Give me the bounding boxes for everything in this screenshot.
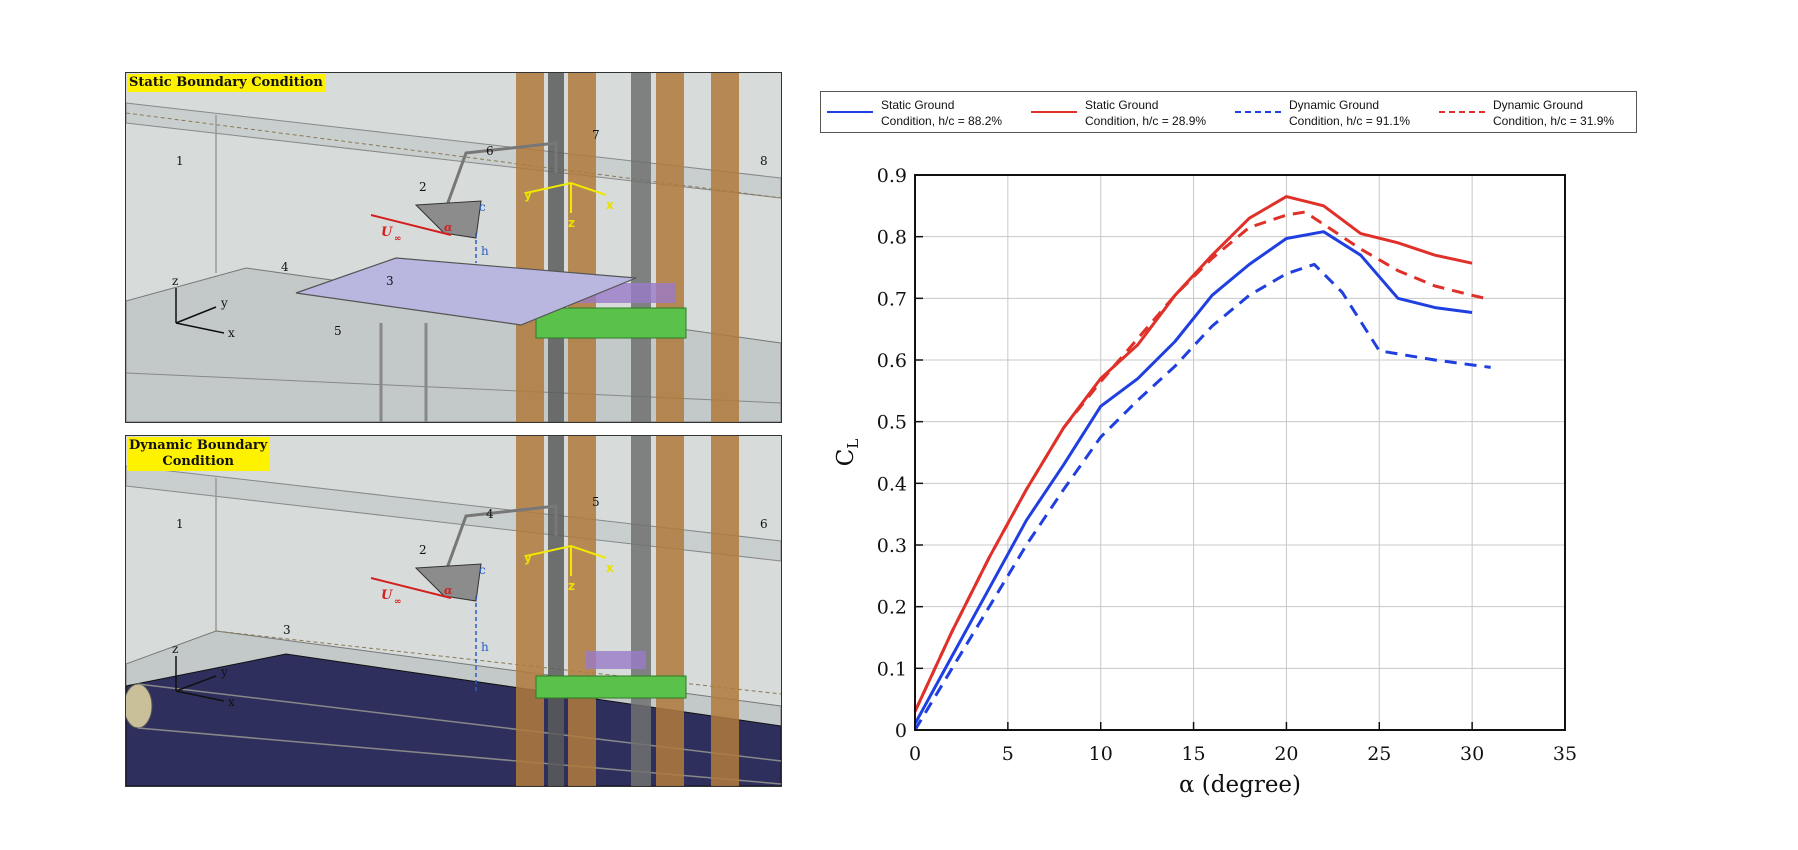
lift-coefficient-chart: 0 5 10 15 20 25 30 35 0 0.1 0.2 0.3 0.4 0.5 0.6 0.7 0.8 0…	[833, 165, 1577, 798]
dynamic-boundary-panel: Dynamic Boundary Condition	[125, 435, 782, 787]
legend-label: Static Ground Condition, h/c = 88.2%	[881, 98, 1003, 128]
axes-triad	[175, 288, 225, 334]
alpha-label: α	[444, 221, 453, 234]
model-z-label: z	[568, 216, 575, 230]
callout-4: 4	[281, 260, 289, 274]
model-y-label: y	[524, 188, 532, 202]
freestream-u-label: U	[381, 588, 393, 603]
x-axis-label: x	[228, 695, 235, 709]
moving-belt	[126, 653, 781, 786]
callout-8: 8	[760, 154, 768, 168]
callout-4: 4	[486, 507, 494, 521]
series-line-3	[913, 262, 1491, 731]
ground-plate	[295, 257, 637, 326]
freestream-u-subscript: ∞	[394, 234, 402, 244]
z-axis-label: z	[172, 274, 178, 288]
y-tick-label: 0	[895, 720, 907, 742]
x-tick-label: 20	[1274, 743, 1298, 765]
y-axis-label: y	[220, 665, 228, 679]
legend-swatch	[1031, 111, 1077, 113]
x-axis-title: α (degree)	[1179, 772, 1301, 798]
y-tick-label: 0.2	[877, 597, 907, 619]
callout-3: 3	[283, 623, 291, 637]
y-axis-label: y	[220, 296, 228, 310]
legend-swatch	[1439, 111, 1485, 113]
dynamic-schematic: z y x 1 2 3 4 5 6 U ∞ α c h y x z	[126, 436, 781, 786]
series-line-4	[913, 210, 1492, 713]
model-z-label: z	[568, 579, 575, 593]
chord-label: c	[479, 200, 486, 214]
x-tick-label: 0	[909, 743, 921, 765]
legend-label: Dynamic Ground Condition, h/c = 91.1%	[1289, 98, 1411, 128]
x-tick-label: 10	[1089, 743, 1113, 765]
static-schematic: z y x 1 2 3 4 5 6 7 8 U ∞ α c h y x z	[126, 73, 781, 422]
x-tick-label: 5	[1002, 743, 1014, 765]
callout-1: 1	[176, 517, 184, 531]
axes-triad	[175, 656, 225, 702]
callout-7: 7	[592, 128, 600, 142]
callout-6: 6	[486, 144, 494, 158]
legend-swatch	[1235, 111, 1281, 113]
model-x-label: x	[606, 198, 614, 212]
y-tick-label: 0.3	[877, 535, 907, 557]
x-tick-label: 15	[1181, 743, 1205, 765]
y-tick-label: 0.6	[877, 350, 907, 372]
x-tick-label: 35	[1553, 743, 1577, 765]
chord-label: c	[479, 563, 486, 577]
x-tick-label: 25	[1367, 743, 1391, 765]
dynamic-title-line1: Dynamic Boundary	[129, 438, 268, 453]
y-tick-label: 0.7	[877, 288, 907, 310]
chart-ticks: 0 5 10 15 20 25 30 35 0 0.1 0.2 0.3 0.4 0.5 0.6 0.7 0.8 0…	[877, 165, 1577, 765]
chart-grid	[914, 174, 1566, 731]
callout-2: 2	[419, 543, 427, 557]
callout-5: 5	[334, 324, 342, 338]
freestream-u-subscript: ∞	[394, 597, 402, 607]
y-tick-label: 0.8	[877, 227, 907, 249]
x-axis-label: x	[228, 326, 235, 340]
plot-frame	[914, 174, 1566, 731]
y-tick-label: 0.9	[877, 165, 907, 187]
static-boundary-panel: Static Boundary Condition	[125, 72, 782, 423]
callout-3: 3	[386, 274, 394, 288]
freestream-u-label: U	[381, 225, 393, 240]
model-x-label: x	[606, 561, 614, 575]
height-label: h	[481, 244, 489, 258]
callout-1: 1	[176, 154, 184, 168]
y-tick-label: 0.5	[877, 412, 907, 434]
dynamic-panel-title: Dynamic Boundary Condition	[127, 437, 270, 471]
z-axis-label: z	[172, 642, 178, 656]
alpha-label: α	[444, 584, 453, 597]
height-label: h	[481, 640, 489, 654]
y-axis-title: CL	[833, 439, 862, 467]
legend-swatch	[827, 111, 873, 113]
chart-legend: Static Ground Condition, h/c = 88.2% Stat…	[820, 91, 1637, 133]
x-tick-label: 30	[1460, 743, 1484, 765]
callout-2: 2	[419, 180, 427, 194]
model-y-label: y	[524, 551, 532, 565]
callout-5: 5	[592, 495, 600, 509]
wing-model	[414, 200, 482, 239]
series-line-1	[913, 230, 1473, 725]
legend-label: Dynamic Ground Condition, h/c = 31.9%	[1493, 98, 1615, 128]
dynamic-title-line2: Condition	[162, 454, 234, 469]
y-tick-label: 0.1	[877, 658, 907, 680]
y-tick-label: 0.4	[877, 473, 907, 495]
chart-series	[913, 195, 1492, 731]
static-panel-title: Static Boundary Condition	[127, 74, 325, 92]
wing-model	[414, 563, 482, 602]
legend-label: Static Ground Condition, h/c = 28.9%	[1085, 98, 1207, 128]
callout-6: 6	[760, 517, 768, 531]
